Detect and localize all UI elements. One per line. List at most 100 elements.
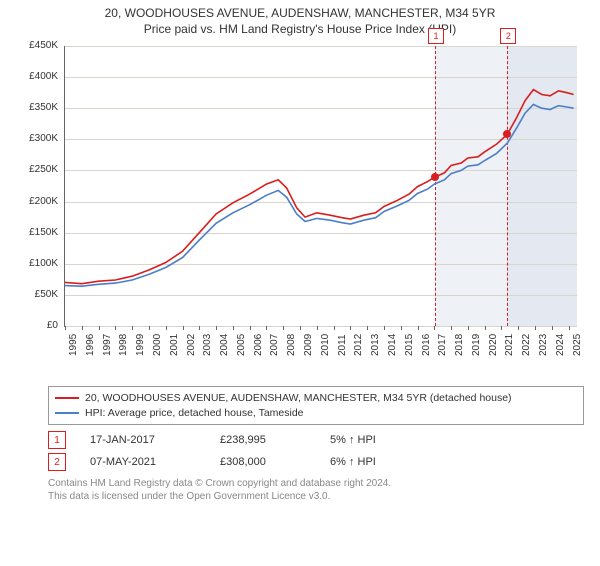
x-axis-tick [300,326,301,330]
transaction-date: 17-JAN-2017 [90,434,220,446]
footer-line-1: Contains HM Land Registry data © Crown c… [48,477,584,490]
y-axis-label: £150K [16,227,58,238]
transaction-price: £308,000 [220,456,330,468]
x-axis-label: 2010 [320,334,331,356]
transaction-price: £238,995 [220,434,330,446]
x-axis-tick [183,326,184,330]
x-axis-label: 2000 [152,334,163,356]
x-axis-tick [317,326,318,330]
page-title: 20, WOODHOUSES AVENUE, AUDENSHAW, MANCHE… [0,6,600,20]
legend-row: HPI: Average price, detached house, Tame… [55,406,577,421]
x-axis-label: 2006 [253,334,264,356]
x-axis-label: 2013 [370,334,381,356]
y-axis-label: £300K [16,133,58,144]
x-axis-label: 2016 [421,334,432,356]
legend-label: HPI: Average price, detached house, Tame… [85,406,304,421]
x-axis-tick [350,326,351,330]
x-axis-tick [199,326,200,330]
x-axis-tick [82,326,83,330]
transaction-pct: 6% ↑ HPI [330,456,450,468]
x-axis-tick [166,326,167,330]
x-axis-tick [468,326,469,330]
x-axis-tick [451,326,452,330]
x-axis-tick [115,326,116,330]
marker-dot [431,173,439,181]
x-axis-tick [216,326,217,330]
legend-swatch [55,397,79,399]
legend-row: 20, WOODHOUSES AVENUE, AUDENSHAW, MANCHE… [55,391,577,406]
x-axis-tick [99,326,100,330]
legend-label: 20, WOODHOUSES AVENUE, AUDENSHAW, MANCHE… [85,391,512,406]
transaction-badge: 2 [48,453,66,471]
x-axis-label: 2012 [353,334,364,356]
y-axis-label: £450K [16,40,58,51]
x-axis-label: 1995 [68,334,79,356]
x-axis-label: 2003 [202,334,213,356]
x-axis-label: 2002 [186,334,197,356]
x-axis-label: 2011 [337,334,348,356]
x-axis-label: 2009 [303,334,314,356]
x-axis-tick [552,326,553,330]
footer-attribution: Contains HM Land Registry data © Crown c… [48,477,584,503]
transactions-table: 117-JAN-2017£238,9955% ↑ HPI207-MAY-2021… [48,429,584,473]
x-axis-label: 1997 [102,334,113,356]
x-axis-tick [485,326,486,330]
x-axis-tick [418,326,419,330]
x-axis-label: 2018 [454,334,465,356]
x-axis-label: 2001 [169,334,180,356]
x-axis-tick [334,326,335,330]
x-axis-label: 2022 [521,334,532,356]
x-axis-tick [250,326,251,330]
x-axis-label: 2025 [572,334,583,356]
gridline [65,326,577,327]
x-axis-label: 2017 [437,334,448,356]
y-axis-label: £0 [16,320,58,331]
series-lines [65,46,577,326]
series-line [65,90,574,284]
x-axis-tick [384,326,385,330]
footer-line-2: This data is licensed under the Open Gov… [48,490,584,503]
x-axis-tick [233,326,234,330]
x-axis-tick [367,326,368,330]
legend: 20, WOODHOUSES AVENUE, AUDENSHAW, MANCHE… [48,386,584,425]
x-axis-tick [266,326,267,330]
x-axis-label: 2015 [404,334,415,356]
x-axis-tick [283,326,284,330]
chart-area: 12 £0 £50K £100K £150K £200K £250K £300K £350K £4… [16,40,584,380]
x-axis-label: 2005 [236,334,247,356]
x-axis-tick [65,326,66,330]
y-axis-label: £100K [16,258,58,269]
y-axis-label: £250K [16,164,58,175]
transaction-row: 117-JAN-2017£238,9955% ↑ HPI [48,429,584,451]
legend-swatch [55,412,79,414]
x-axis-label: 2020 [488,334,499,356]
x-axis-tick [132,326,133,330]
x-axis-label: 2004 [219,334,230,356]
x-axis-label: 2019 [471,334,482,356]
marker-dot [503,130,511,138]
x-axis-label: 1998 [118,334,129,356]
y-axis-label: £50K [16,289,58,300]
x-axis-tick [501,326,502,330]
x-axis-label: 1996 [85,334,96,356]
x-axis-label: 2024 [555,334,566,356]
transaction-row: 2 07-MAY-2021£308,0006% ↑ HPI [48,451,584,473]
series-line [65,105,574,287]
x-axis-label: 1999 [135,334,146,356]
x-axis-label: 2023 [538,334,549,356]
x-axis-label: 2007 [269,334,280,356]
x-axis-tick [535,326,536,330]
y-axis-label: £350K [16,102,58,113]
x-axis-tick [434,326,435,330]
x-axis-tick [401,326,402,330]
plot-region: 12 [64,46,577,327]
transaction-date: 07-MAY-2021 [90,456,220,468]
y-axis-label: £200K [16,196,58,207]
x-axis-label: 2021 [504,334,515,356]
marker-badge: 2 [500,28,516,44]
x-axis-tick [149,326,150,330]
transaction-badge: 1 [48,431,66,449]
y-axis-label: £400K [16,71,58,82]
marker-badge: 1 [428,28,444,44]
x-axis-label: 2014 [387,334,398,356]
